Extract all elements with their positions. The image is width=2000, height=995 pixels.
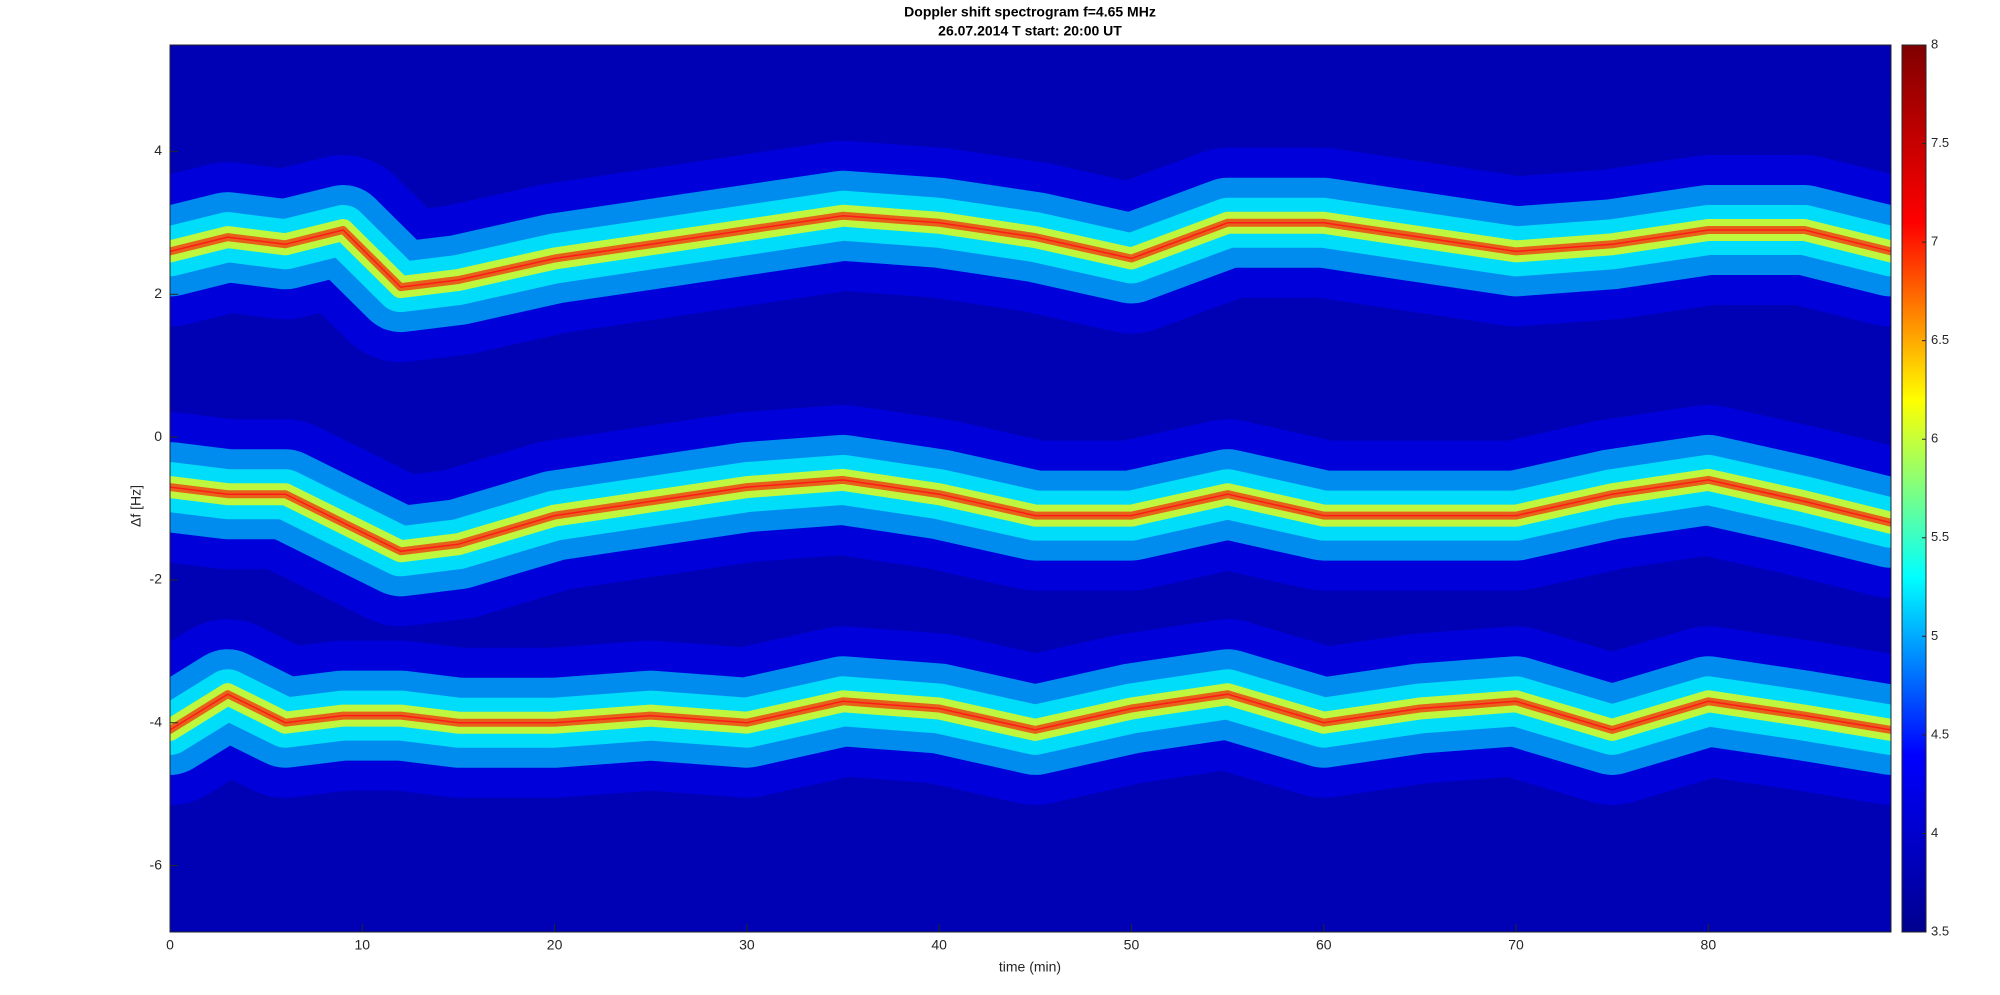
- colorbar-tick-label: 8: [1931, 36, 1938, 51]
- x-tick-label: 20: [547, 937, 563, 953]
- x-tick-label: 70: [1508, 937, 1524, 953]
- doppler-trace: [170, 693, 1891, 731]
- colorbar: [1901, 44, 1927, 933]
- colorbar-tick-label: 5: [1931, 628, 1938, 643]
- y-tick-label: -6: [150, 856, 163, 872]
- doppler-trace: [170, 479, 1891, 553]
- x-tick-label: 10: [355, 937, 371, 953]
- y-axis-label: Δf [Hz]: [128, 485, 144, 527]
- x-tick-label: 30: [739, 937, 755, 953]
- y-tick-label: 0: [154, 428, 162, 444]
- y-tick-label: 2: [154, 285, 162, 301]
- plot-frame: [169, 44, 1892, 933]
- plot-layer: [170, 140, 1891, 805]
- colorbar-tick-label: 7.5: [1931, 135, 1949, 150]
- chart-title: Doppler shift spectrogram f=4.65 MHz: [904, 4, 1156, 20]
- colorbar-tick-label: 6: [1931, 431, 1938, 446]
- colorbar-tick-label: 6.5: [1931, 332, 1949, 347]
- colorbar-tick-label: 7: [1931, 234, 1938, 249]
- colorbar-tick-label: 4: [1931, 825, 1938, 840]
- doppler-trace: [170, 214, 1891, 288]
- colorbar-tick-label: 5.5: [1931, 529, 1949, 544]
- colorbar-tick-label: 4.5: [1931, 726, 1949, 741]
- y-tick-label: 4: [154, 142, 162, 158]
- x-axis-label: time (min): [999, 959, 1061, 975]
- x-tick-label: 60: [1316, 937, 1332, 953]
- x-tick-label: 40: [931, 937, 947, 953]
- x-tick-label: 0: [166, 937, 174, 953]
- y-tick-label: -2: [150, 571, 163, 587]
- x-tick-label: 50: [1124, 937, 1140, 953]
- x-tick-label: 80: [1701, 937, 1717, 953]
- y-tick-label: -4: [150, 713, 163, 729]
- colorbar-tick-label: 3.5: [1931, 923, 1949, 938]
- chart-subtitle: 26.07.2014 T start: 20:00 UT: [938, 23, 1122, 39]
